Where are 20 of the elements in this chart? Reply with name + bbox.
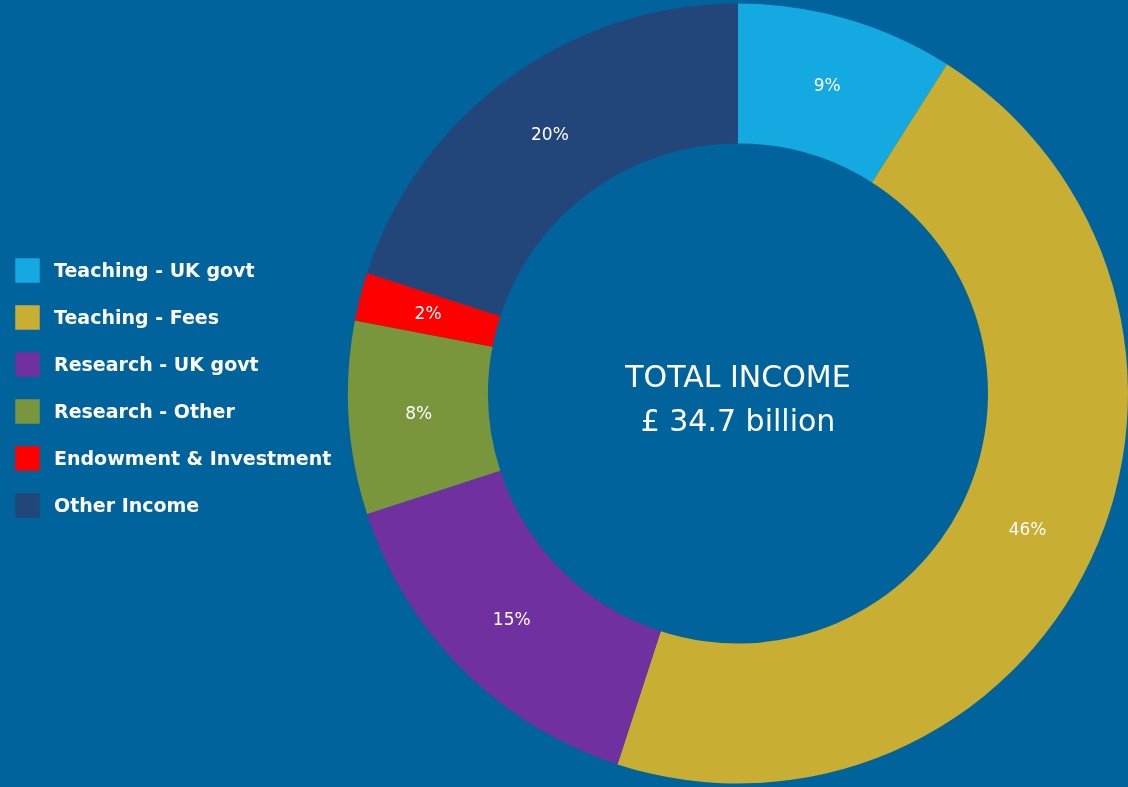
legend-label: Research - UK govt <box>54 352 259 375</box>
donut-slice <box>367 470 661 765</box>
legend-label: Teaching - Fees <box>54 305 219 328</box>
donut-slice <box>738 3 947 183</box>
donut-slice <box>348 320 501 515</box>
legend-label: Teaching - UK govt <box>54 258 255 281</box>
data-label: 15% <box>492 608 531 629</box>
text: TOTAL INCOME <box>624 359 851 394</box>
data-label: 46% <box>1008 518 1047 539</box>
donut-slice <box>354 272 501 347</box>
data-label: 9% <box>813 75 841 96</box>
text: £ 34.7 billion <box>640 403 836 438</box>
legend-label: Endowment & Investment <box>54 446 332 469</box>
donut-slice <box>617 64 1128 783</box>
data-label: 8% <box>405 402 433 423</box>
legend-label: Other Income <box>54 493 200 516</box>
donut-slice <box>367 3 738 317</box>
legend-label: Research - Other <box>54 399 236 422</box>
data-label: 2% <box>414 302 442 323</box>
data-label: 20% <box>531 123 569 144</box>
